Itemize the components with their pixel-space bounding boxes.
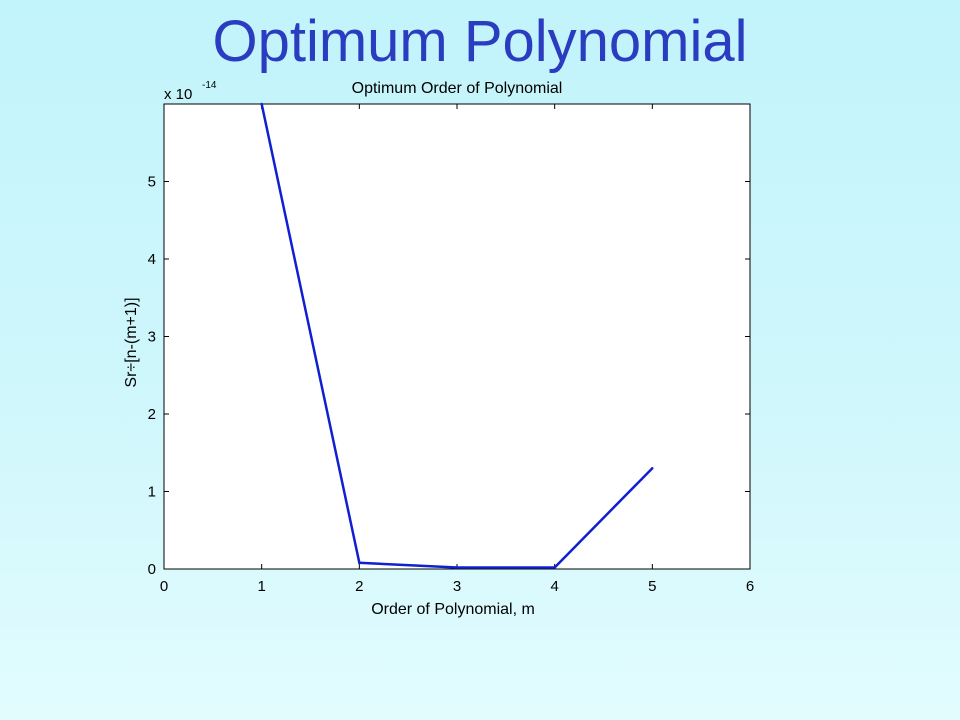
data-point bbox=[358, 561, 361, 564]
x-tick-label: 5 bbox=[648, 578, 656, 595]
x-tick-label: 4 bbox=[550, 578, 558, 595]
y-tick-label: 5 bbox=[148, 174, 156, 191]
y-tick-label: 0 bbox=[148, 561, 156, 578]
plot-area bbox=[163, 103, 751, 570]
y-axis-label: Sr÷[n-(m+1)] bbox=[123, 297, 140, 387]
y-tick-label: 2 bbox=[148, 406, 156, 423]
y-multiplier-label: x 10 bbox=[164, 86, 192, 103]
chart-title: Optimum Order of Polynomial bbox=[352, 80, 563, 97]
y-tick-label: 3 bbox=[148, 329, 156, 346]
x-axis-label: Order of Polynomial, m bbox=[371, 601, 535, 618]
data-point bbox=[553, 566, 556, 569]
x-tick-label: 0 bbox=[160, 578, 168, 595]
x-tick-label: 1 bbox=[257, 578, 265, 595]
slide-title: Optimum Polynomial bbox=[212, 9, 748, 74]
data-point bbox=[651, 467, 654, 470]
x-tick-label: 6 bbox=[746, 578, 754, 595]
x-tick-label: 2 bbox=[355, 578, 363, 595]
y-tick-label: 1 bbox=[148, 484, 156, 501]
x-tick-label: 3 bbox=[453, 578, 461, 595]
y-tick-label: 4 bbox=[148, 251, 156, 268]
data-point bbox=[260, 102, 263, 106]
data-point bbox=[455, 566, 459, 569]
y-multiplier-exponent: -14 bbox=[202, 80, 217, 91]
